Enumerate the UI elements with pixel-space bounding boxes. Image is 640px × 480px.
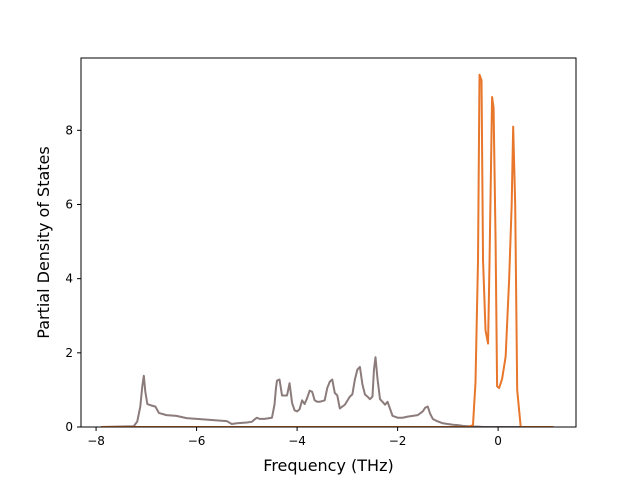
x-tick-label: 0 — [494, 434, 502, 448]
x-axis-label: Frequency (THz) — [263, 456, 393, 475]
y-tick-label: 8 — [65, 123, 73, 137]
y-axis-label: Partial Density of States — [34, 146, 53, 338]
y-tick-label: 2 — [65, 346, 73, 360]
x-tick-label: −8 — [87, 434, 105, 448]
y-tick-label: 0 — [65, 420, 73, 434]
x-tick-label: −6 — [188, 434, 206, 448]
series-line-2 — [101, 73, 554, 427]
y-tick-label: 6 — [65, 197, 73, 211]
x-tick-label: −2 — [389, 434, 407, 448]
series-line-1 — [101, 356, 554, 427]
plot-frame — [80, 57, 577, 428]
x-tick-label: −4 — [288, 434, 306, 448]
y-tick-label: 4 — [65, 272, 73, 286]
